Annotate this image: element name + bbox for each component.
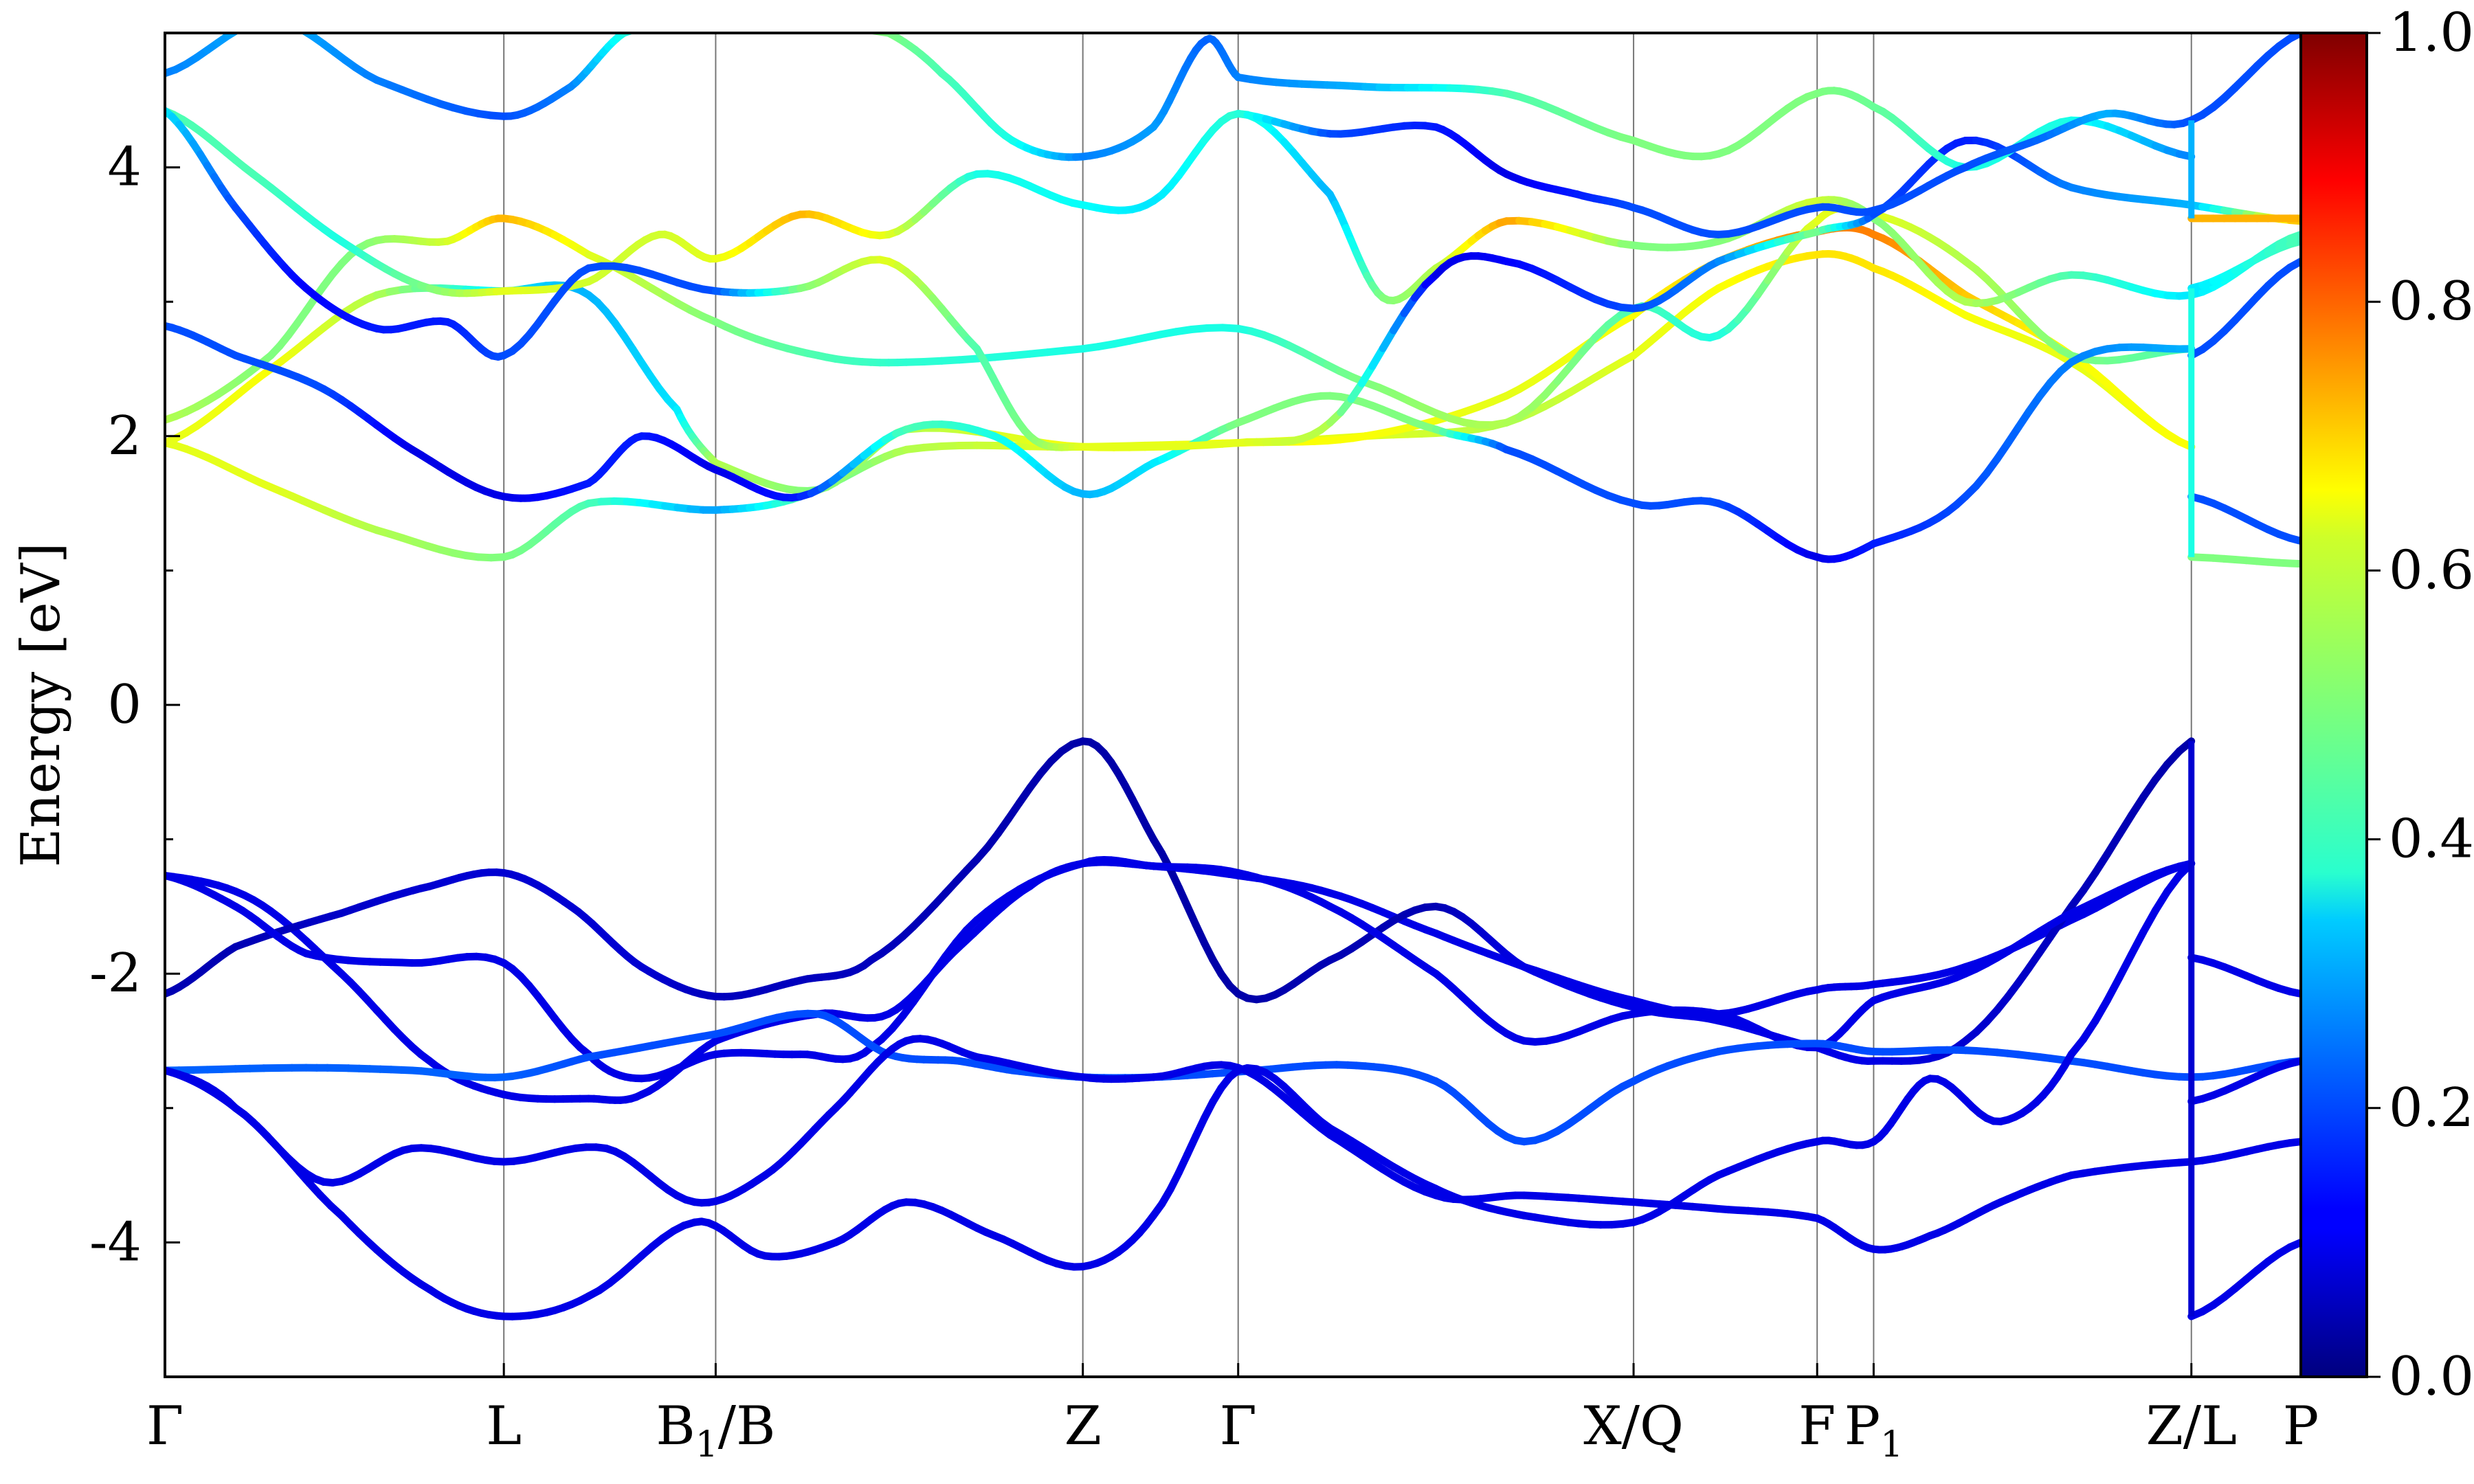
band-21 (2187, 258, 2301, 359)
x-tick-label: L (486, 1395, 522, 1457)
band-segment (2104, 974, 2124, 1004)
y-tick-label: -4 (89, 1211, 142, 1273)
x-tick-label: Z/L (2146, 1395, 2237, 1457)
band-1 (165, 737, 2196, 1065)
band-segment (2139, 906, 2159, 936)
band-20 (2187, 493, 2301, 545)
colorbar-tick-label: 0.2 (2389, 1077, 2474, 1139)
x-tick-label: Γ (1220, 1395, 1257, 1457)
colorbar-tick-label: 0.6 (2389, 539, 2474, 601)
band-12 (165, 19, 2196, 172)
band-segment (733, 20, 750, 21)
band-segment (2091, 996, 2111, 1025)
y-axis-label: Energy [eV] (10, 543, 72, 868)
band-segment (2286, 258, 2301, 271)
band-segment (2286, 1138, 2301, 1147)
kpoint-gridlines (164, 33, 2302, 1377)
band-segment (2286, 230, 2301, 243)
band-segment (2286, 987, 2301, 998)
band-segment (861, 33, 875, 34)
band-segment (249, 21, 260, 24)
band-segment (750, 20, 768, 21)
band-segment (802, 23, 819, 24)
band-15 (2187, 954, 2301, 998)
band-segment (651, 23, 660, 25)
band-segment (660, 22, 669, 23)
band-23 (2187, 33, 2301, 124)
band-2 (165, 856, 2196, 1083)
band-13 (1234, 33, 2301, 238)
band-8 (165, 203, 2196, 429)
band-segment (670, 21, 679, 22)
band-9 (165, 322, 2196, 563)
colorbar-tick-label: 0.4 (2389, 809, 2474, 870)
x-tick-label: Γ (146, 1395, 183, 1457)
colorbar-tick-label: 0.8 (2389, 271, 2474, 333)
x-tick-label: B1/B (656, 1395, 775, 1465)
colorbar-ticks: 0.0 0.2 0.4 0.6 0.8 1.0 (2367, 2, 2474, 1408)
band-segment (2127, 928, 2148, 959)
colorbar-tick-label: 1.0 (2389, 2, 2474, 64)
band-segment (2115, 951, 2135, 982)
band-segment (2286, 237, 2301, 249)
band-6 (165, 250, 2196, 562)
band-22 (2187, 237, 2301, 293)
band-11 (165, 106, 2301, 451)
y-tick-label: 2 (107, 405, 142, 467)
band-segment (2286, 1238, 2301, 1251)
band-segment (2286, 559, 2301, 568)
band-segment (643, 25, 651, 27)
band-segment (239, 24, 249, 30)
band-5 (165, 859, 2196, 1320)
band-4 (165, 1035, 2196, 1254)
band-segment (785, 22, 802, 23)
x-tick-label: X/Q (1583, 1395, 1684, 1457)
x-tick-label: P1 (1845, 1395, 1904, 1465)
band-segment (282, 21, 292, 25)
band-18 (2187, 1238, 2301, 1320)
y-tick-label: 4 (107, 137, 142, 199)
colorbar (2299, 32, 2368, 1378)
band-segment (688, 20, 697, 21)
band-17 (2187, 1138, 2301, 1166)
colorbar-tick-label: 0.0 (2389, 1346, 2474, 1408)
bands (165, 19, 2301, 1320)
band-segment (819, 25, 836, 27)
band-16 (2187, 1057, 2301, 1105)
band-segment (2286, 1057, 2301, 1068)
y-axis: -4 -2 0 2 4 (89, 32, 180, 1378)
plot-frame (164, 32, 2302, 1378)
band-segment (300, 33, 305, 34)
band-segment (2104, 831, 2124, 858)
x-tick-label: F (1798, 1395, 1836, 1457)
y-tick-label: -2 (89, 943, 142, 1004)
band-segment (837, 26, 854, 28)
x-tick-label: Z (1065, 1395, 1102, 1457)
band-segment (631, 33, 636, 34)
band-segment (271, 19, 281, 21)
band-segment (2115, 811, 2135, 839)
x-axis: Γ L B1/B Z Γ X/Q F P1 Z/L P (146, 1363, 2319, 1465)
x-tick-label: P (2283, 1395, 2319, 1457)
band-segment (2286, 534, 2301, 545)
band-19 (2187, 553, 2301, 568)
band-segment (260, 19, 271, 21)
y-tick-label: 0 (107, 674, 142, 736)
